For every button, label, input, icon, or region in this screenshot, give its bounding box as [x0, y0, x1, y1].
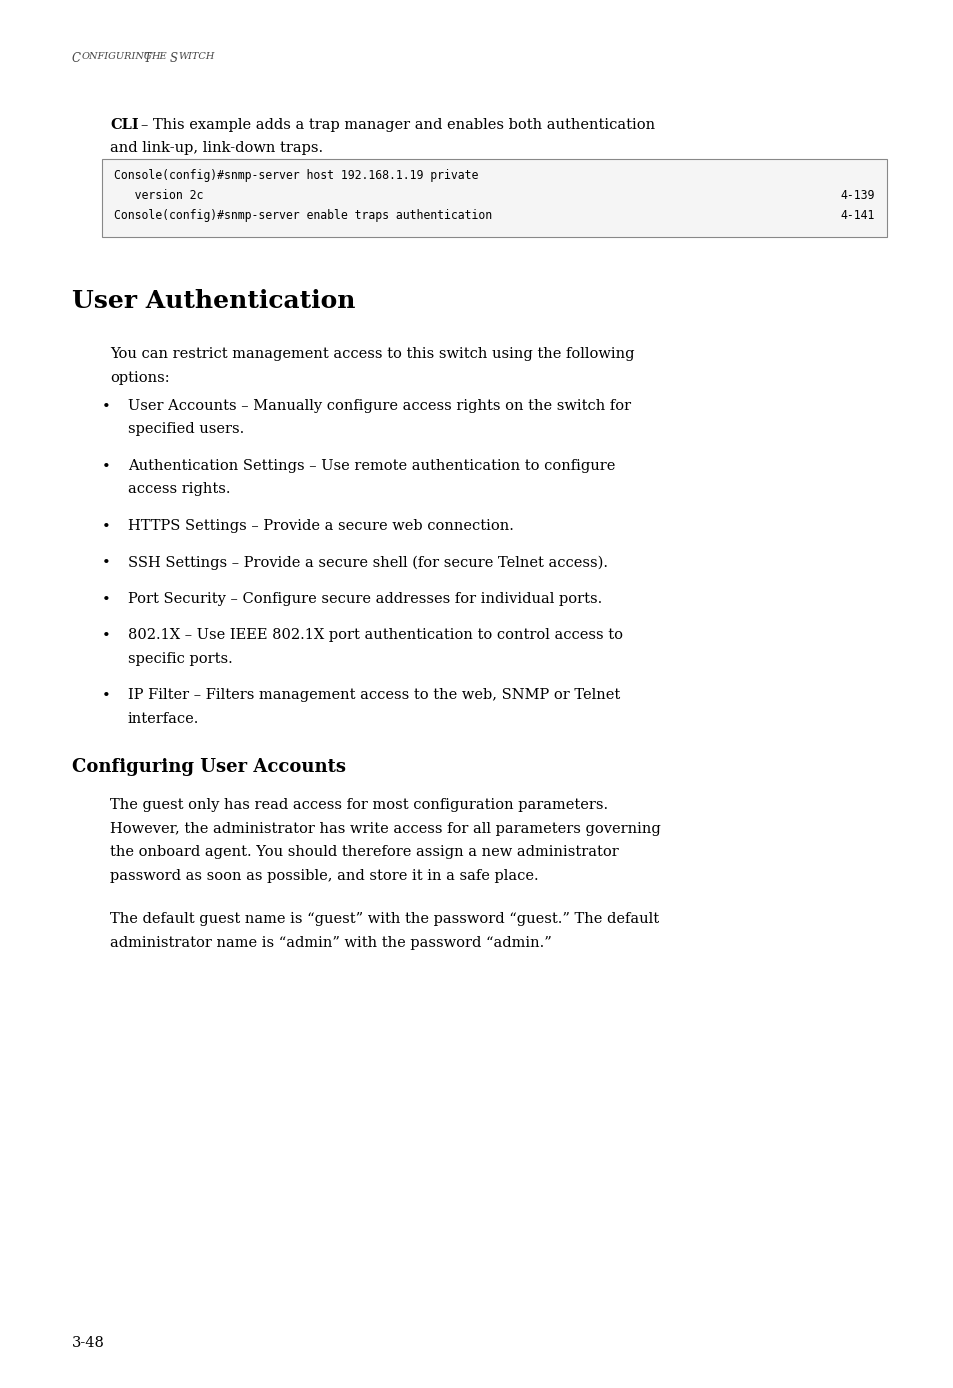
Text: Console(config)#snmp-server host 192.168.1.19 private: Console(config)#snmp-server host 192.168… — [113, 169, 477, 182]
Text: password as soon as possible, and store it in a safe place.: password as soon as possible, and store … — [110, 869, 538, 883]
Text: – This example adds a trap manager and enables both authentication: – This example adds a trap manager and e… — [141, 118, 655, 132]
Text: Port Security – Configure secure addresses for individual ports.: Port Security – Configure secure address… — [128, 593, 601, 607]
Text: 4-141: 4-141 — [840, 210, 874, 222]
Text: •: • — [102, 593, 111, 607]
Text: T: T — [143, 51, 152, 65]
Text: •: • — [102, 459, 111, 473]
Text: the onboard agent. You should therefore assign a new administrator: the onboard agent. You should therefore … — [110, 845, 618, 859]
Text: WITCH: WITCH — [178, 51, 214, 61]
Text: Console(config)#snmp-server enable traps authentication: Console(config)#snmp-server enable traps… — [113, 210, 492, 222]
Text: User Authentication: User Authentication — [71, 290, 355, 314]
Text: administrator name is “admin” with the password “admin.”: administrator name is “admin” with the p… — [110, 936, 551, 949]
Text: 802.1X – Use IEEE 802.1X port authentication to control access to: 802.1X – Use IEEE 802.1X port authentica… — [128, 629, 622, 643]
Text: User Accounts – Manually configure access rights on the switch for: User Accounts – Manually configure acces… — [128, 398, 631, 414]
Text: C: C — [71, 51, 81, 65]
Text: •: • — [102, 630, 111, 644]
Text: •: • — [102, 400, 111, 414]
Text: and link-up, link-down traps.: and link-up, link-down traps. — [110, 142, 323, 155]
Text: •: • — [102, 690, 111, 704]
FancyBboxPatch shape — [102, 160, 886, 237]
Text: The guest only has read access for most configuration parameters.: The guest only has read access for most … — [110, 798, 607, 812]
Text: Configuring User Accounts: Configuring User Accounts — [71, 758, 346, 776]
Text: interface.: interface. — [128, 712, 199, 726]
Text: 3-48: 3-48 — [71, 1337, 105, 1351]
Text: options:: options: — [110, 371, 170, 384]
Text: specified users.: specified users. — [128, 422, 244, 436]
Text: access rights.: access rights. — [128, 483, 231, 497]
Text: HTTPS Settings – Provide a secure web connection.: HTTPS Settings – Provide a secure web co… — [128, 519, 514, 533]
Text: CLI: CLI — [110, 118, 138, 132]
Text: Authentication Settings – Use remote authentication to configure: Authentication Settings – Use remote aut… — [128, 459, 615, 473]
Text: •: • — [102, 557, 111, 570]
Text: The default guest name is “guest” with the password “guest.” The default: The default guest name is “guest” with t… — [110, 912, 659, 927]
Text: SSH Settings – Provide a secure shell (for secure Telnet access).: SSH Settings – Provide a secure shell (f… — [128, 555, 607, 570]
Text: HE: HE — [151, 51, 167, 61]
Text: specific ports.: specific ports. — [128, 652, 233, 666]
Text: version 2c: version 2c — [113, 190, 203, 203]
Text: You can restrict management access to this switch using the following: You can restrict management access to th… — [110, 347, 634, 361]
Text: S: S — [170, 51, 178, 65]
Text: ONFIGURING: ONFIGURING — [81, 51, 152, 61]
Text: However, the administrator has write access for all parameters governing: However, the administrator has write acc… — [110, 822, 660, 836]
Text: •: • — [102, 520, 111, 534]
Text: IP Filter – Filters management access to the web, SNMP or Telnet: IP Filter – Filters management access to… — [128, 688, 619, 702]
Text: 4-139: 4-139 — [840, 190, 874, 203]
